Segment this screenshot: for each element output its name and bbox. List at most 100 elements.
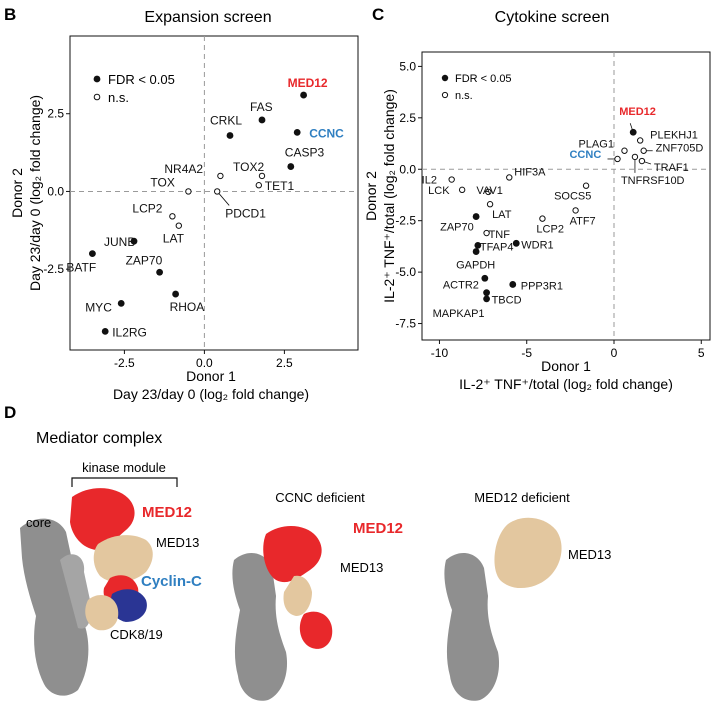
point-label-traf1: TRAF1 <box>654 162 689 174</box>
med12-shape <box>70 488 135 551</box>
chart-b-plot-frame <box>69 35 359 351</box>
point-label-casp3: CASP3 <box>285 146 325 160</box>
chart-b-xlabel: Donor 1 <box>186 368 236 384</box>
x-tick-label: 2.5 <box>276 356 293 370</box>
chart-c-zero-lines <box>422 52 710 340</box>
kinase-module-bracket <box>71 477 178 487</box>
chart-c-axis-ticks: -10 -5 0 5 5.0 2.5 0.0 -2.5 -5.0 -7.5 <box>395 59 705 360</box>
point-label-tfap4: TFAP4 <box>480 241 514 253</box>
x-tick-label: 0.0 <box>196 356 213 370</box>
point-batf <box>89 250 96 258</box>
point-label-il2rg: IL2RG <box>112 325 147 339</box>
point-label-med12: MED12 <box>288 76 328 90</box>
point-label-ccnc: CCNC <box>569 149 601 161</box>
x-tick-label: -5 <box>521 346 532 360</box>
legend-ns-label: n.s. <box>455 90 473 102</box>
chart-c-points: MED12 PLAG1 PLEKHJ1 CCNC ZNF705D TRAF1TNFRSF1… <box>422 106 704 320</box>
panel-d-mediator-complex: D Mediator complex kinase module core ME… <box>4 403 611 701</box>
mediator-complex-title: Mediator complex <box>36 430 162 447</box>
core-shape <box>232 553 288 701</box>
point-tbcd <box>483 289 490 297</box>
point-casp3 <box>287 163 295 170</box>
point-lcp2 <box>539 215 546 222</box>
legend-filled-marker <box>93 75 101 83</box>
point-tet1 <box>255 182 262 189</box>
ccnc-deficient-structure <box>232 525 333 701</box>
point-label-tnfrsf10d: TNFRSF10D <box>621 175 685 187</box>
chart-b-axis-ticks: -2.5 0.0 2.5 -2.5 0.0 2.5 <box>43 107 293 370</box>
point-atf7 <box>572 207 579 214</box>
chart-b-ylabel: Donor 2 <box>9 168 25 218</box>
point-label-batf: BATF <box>66 261 96 275</box>
point-label-nr4a2: NR4A2 <box>164 162 203 176</box>
y-tick-label: -2.5 <box>395 214 416 228</box>
point-il2 <box>448 176 455 183</box>
x-tick-label: 0 <box>611 346 618 360</box>
point-label-med12: MED12 <box>619 106 656 118</box>
full-complex-structure <box>20 488 153 696</box>
point-traf1 <box>638 157 646 165</box>
point-ccnc <box>293 128 301 136</box>
cdk8-19-label: CDK8/19 <box>110 627 163 642</box>
point-label-lat: LAT <box>492 209 512 221</box>
point-label-pdcd1: PDCD1 <box>225 206 266 220</box>
point-label-junb: JUNB <box>104 235 135 249</box>
point-tox2 <box>258 172 266 180</box>
legend-open-marker <box>441 91 449 99</box>
point-crkl <box>226 132 234 139</box>
point-label-tet1: TET1 <box>265 179 295 193</box>
point-wdr1 <box>512 239 520 247</box>
med13-shape <box>494 517 562 589</box>
point-label-rhoa: RHOA <box>170 300 205 314</box>
chart-c-xlabel: Donor 1 <box>541 358 591 374</box>
med13-shape <box>283 575 312 616</box>
med13-label-full: MED13 <box>156 535 199 550</box>
y-tick-label: 2.5 <box>47 107 64 121</box>
point-il2rg <box>101 327 109 335</box>
point-label-tox: TOX <box>150 175 174 189</box>
point-plag1 <box>621 147 628 154</box>
y-tick-label: -5.0 <box>395 265 416 279</box>
point-rhoa <box>172 290 180 298</box>
legend-open-marker <box>93 93 101 101</box>
point-label-atf7: ATF7 <box>570 215 596 227</box>
point-ppp3r1 <box>509 281 517 288</box>
chart-c-legend: FDR < 0.05 n.s. <box>441 73 512 102</box>
point-vav1 <box>485 188 492 196</box>
med12-deficient-structure <box>444 517 562 701</box>
point-lck <box>458 186 466 194</box>
panel-d-letter: D <box>4 403 16 422</box>
ccnc-deficient-label: CCNC deficient <box>275 490 365 505</box>
panel-c-letter: C <box>372 5 384 24</box>
point-tnf <box>483 229 490 237</box>
core-shape <box>444 553 500 701</box>
point-myc <box>117 299 125 307</box>
chart-b-legend: FDR < 0.05 n.s. <box>93 72 175 105</box>
point-label-wdr1: WDR1 <box>521 239 553 251</box>
point-label-tnf: TNF <box>489 229 511 241</box>
chart-b-ylabel2: Day 23/day 0 (log₂ fold change) <box>27 95 43 291</box>
point-label-myc: MYC <box>85 300 112 314</box>
point-mapkap1 <box>483 295 490 303</box>
point-zap70 <box>472 213 480 220</box>
x-tick-label: 5 <box>698 346 705 360</box>
point-label-il2: IL2 <box>422 175 437 187</box>
point-label-lck: LCK <box>428 185 450 197</box>
point-label-gapdh: GAPDH <box>456 260 495 272</box>
x-tick-label: -10 <box>431 346 449 360</box>
point-label-tox2: TOX2 <box>233 160 264 174</box>
point-plekhj1 <box>636 137 644 144</box>
point-label-lcp2: LCP2 <box>132 201 162 215</box>
chart-c-ylabel2: IL-2⁺ TNF⁺/total (log₂ fold change) <box>381 89 397 303</box>
med13-label-med12-deficient: MED13 <box>568 547 611 562</box>
y-tick-label: 5.0 <box>399 59 416 73</box>
point-med12 <box>300 91 307 99</box>
point-znf705d <box>640 147 647 154</box>
point-label-ccnc: CCNC <box>309 126 344 140</box>
core-shape-detail <box>60 554 92 629</box>
cdk8-19-shape <box>85 595 119 631</box>
y-tick-label: 0.0 <box>399 162 416 176</box>
med13-shape <box>93 535 153 583</box>
